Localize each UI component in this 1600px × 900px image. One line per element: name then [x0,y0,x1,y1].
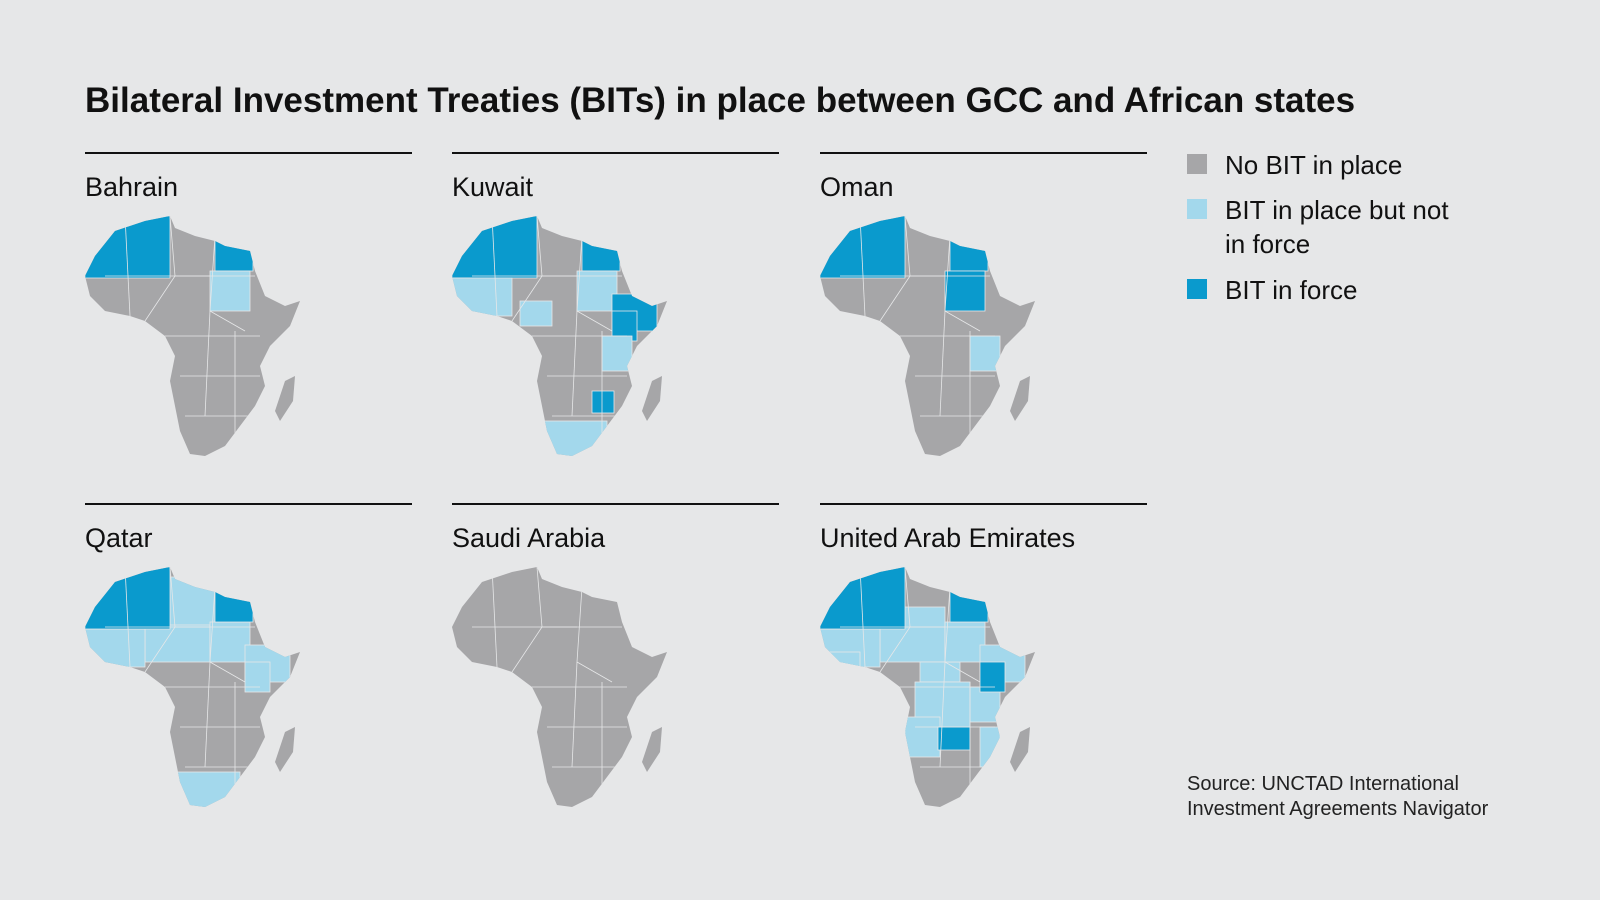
country [543,420,608,456]
madagascar [642,727,662,772]
country [576,270,618,312]
country [979,726,1001,768]
country [169,576,216,626]
borders [840,216,995,446]
panel-name: Qatar [85,523,153,553]
border-line [204,661,211,768]
map-panel: Saudi Arabia [452,503,779,807]
map-panel: Kuwait [452,152,779,456]
madagascar [1010,727,1030,772]
country [979,661,1006,693]
border-line [204,310,211,417]
country [581,237,621,272]
border-line [859,567,866,668]
country [452,277,513,317]
map-panel: United Arab Emirates [820,503,1147,807]
borders [105,216,260,446]
border-line [491,567,498,668]
madagascar [275,376,295,421]
legend-label: No BIT in place [1225,150,1402,180]
map-panel: Oman [820,152,1147,456]
legend-line: BIT in place but not [1225,195,1449,225]
country [85,628,146,668]
legend-swatch [1187,154,1207,174]
legend-line: in force [1225,229,1310,259]
map-panel: Qatar [85,503,412,807]
country [949,588,989,623]
border-line [124,567,131,668]
madagascar [642,376,662,421]
africa-map [820,567,1035,807]
border-line [124,216,131,317]
legend-swatch [1187,279,1207,299]
country [969,686,1001,723]
africa-map [452,216,667,456]
border-line [939,310,946,417]
legend-swatch [1187,199,1207,219]
africa-map [85,216,300,456]
country [601,335,633,372]
country [591,390,615,414]
legend-label: BIT in place but not in force [1225,195,1449,259]
border-line [571,661,578,768]
country [244,661,271,693]
source-line: Source: UNCTAD International [1187,773,1459,795]
africa-map [452,567,667,807]
country [949,237,989,272]
border-line [859,216,866,317]
africa-map [85,567,300,807]
country [919,661,961,683]
border-line [571,310,578,417]
map-panel: Bahrain [85,152,412,456]
panel-name: Kuwait [452,172,534,202]
source-line: Investment Agreements Navigator [1187,798,1489,820]
panel-name: Saudi Arabia [452,523,606,553]
legend: No BIT in place BIT in place but not in fo… [1187,150,1449,305]
borders [840,567,995,797]
country [209,270,251,312]
source: Source: UNCTAD International Investment A… [1187,773,1489,820]
madagascar [1010,376,1030,421]
country [214,237,254,272]
panel-name: United Arab Emirates [820,523,1075,553]
country [209,621,251,663]
madagascar [275,727,295,772]
country [944,621,986,663]
borders [472,216,627,446]
border-line [491,216,498,317]
panel-name: Oman [820,172,894,202]
country [944,270,986,312]
title: Bilateral Investment Treaties (BITs) in … [85,81,1355,120]
panel-name: Bahrain [85,172,178,202]
country [519,300,553,327]
africa-map [820,216,1035,456]
borders [472,567,627,797]
country [214,588,254,623]
legend-label: BIT in force [1225,275,1357,305]
country [176,771,241,807]
country [937,726,971,751]
border-line [939,661,946,768]
country [969,335,1001,372]
borders [105,567,260,797]
country [820,651,861,668]
country [904,716,941,758]
